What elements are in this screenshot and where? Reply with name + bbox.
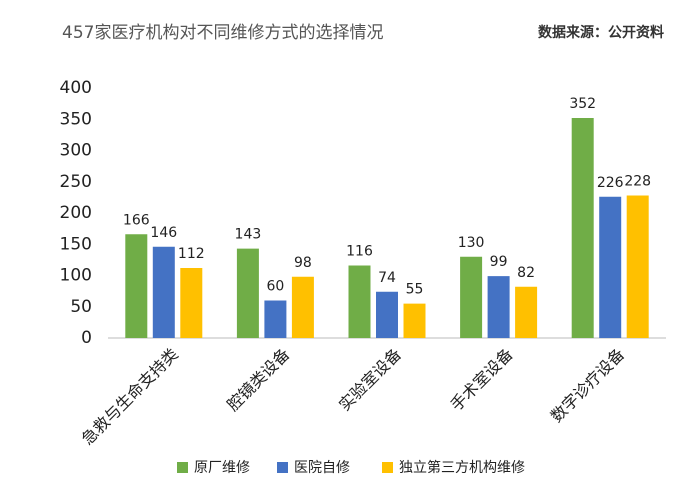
bar bbox=[180, 268, 203, 338]
value-label: 112 bbox=[178, 246, 205, 262]
y-tick-label: 350 bbox=[60, 109, 92, 129]
chart-title: 457家医疗机构对不同维修方式的选择情况 bbox=[62, 23, 383, 43]
legend-label: 原厂维修 bbox=[194, 460, 250, 476]
source-note: 数据来源：公开资料 bbox=[538, 24, 664, 41]
bar bbox=[487, 276, 510, 338]
bar bbox=[348, 265, 371, 338]
y-tick-label: 250 bbox=[60, 172, 92, 192]
bar bbox=[152, 246, 175, 338]
bar bbox=[291, 276, 314, 338]
bar bbox=[460, 256, 483, 338]
y-tick-label: 50 bbox=[70, 297, 92, 317]
value-label: 226 bbox=[597, 175, 624, 191]
legend-swatch bbox=[382, 462, 393, 473]
value-label: 98 bbox=[294, 255, 312, 271]
y-tick-label: 300 bbox=[60, 141, 92, 161]
x-tick-label: 实验室设备 bbox=[335, 345, 405, 415]
value-label: 60 bbox=[266, 279, 284, 295]
y-tick-label: 0 bbox=[81, 328, 92, 348]
x-tick-label: 手术室设备 bbox=[447, 345, 517, 415]
value-label: 228 bbox=[624, 174, 651, 190]
value-label: 116 bbox=[346, 244, 373, 260]
y-tick-label: 150 bbox=[60, 234, 92, 254]
bar bbox=[515, 286, 538, 338]
bar bbox=[403, 303, 426, 338]
bar bbox=[599, 196, 622, 338]
value-label: 146 bbox=[150, 225, 177, 241]
bar bbox=[376, 291, 398, 338]
value-label: 166 bbox=[123, 212, 150, 228]
legend-label: 医院自修 bbox=[294, 460, 350, 476]
y-tick-label: 400 bbox=[60, 78, 92, 98]
value-label: 130 bbox=[458, 235, 485, 251]
value-label: 82 bbox=[517, 265, 535, 281]
y-tick-label: 100 bbox=[60, 266, 92, 286]
bar bbox=[264, 300, 287, 338]
value-label: 99 bbox=[490, 254, 508, 270]
value-label: 55 bbox=[406, 282, 424, 298]
bar bbox=[626, 195, 649, 338]
value-label: 352 bbox=[569, 96, 596, 112]
bar bbox=[571, 118, 594, 338]
bar bbox=[125, 234, 148, 338]
y-tick-label: 200 bbox=[60, 203, 92, 223]
legend-swatch bbox=[177, 462, 188, 473]
bar bbox=[236, 248, 259, 338]
legend-label: 独立第三方机构维修 bbox=[399, 459, 525, 476]
legend-swatch bbox=[277, 462, 288, 473]
x-tick-label: 腔镜类设备 bbox=[223, 345, 293, 415]
value-label: 143 bbox=[235, 227, 262, 243]
x-tick-label: 急救与生命支持类 bbox=[78, 345, 182, 449]
x-tick-label: 数字诊疗设备 bbox=[547, 345, 628, 426]
value-label: 74 bbox=[378, 270, 396, 286]
